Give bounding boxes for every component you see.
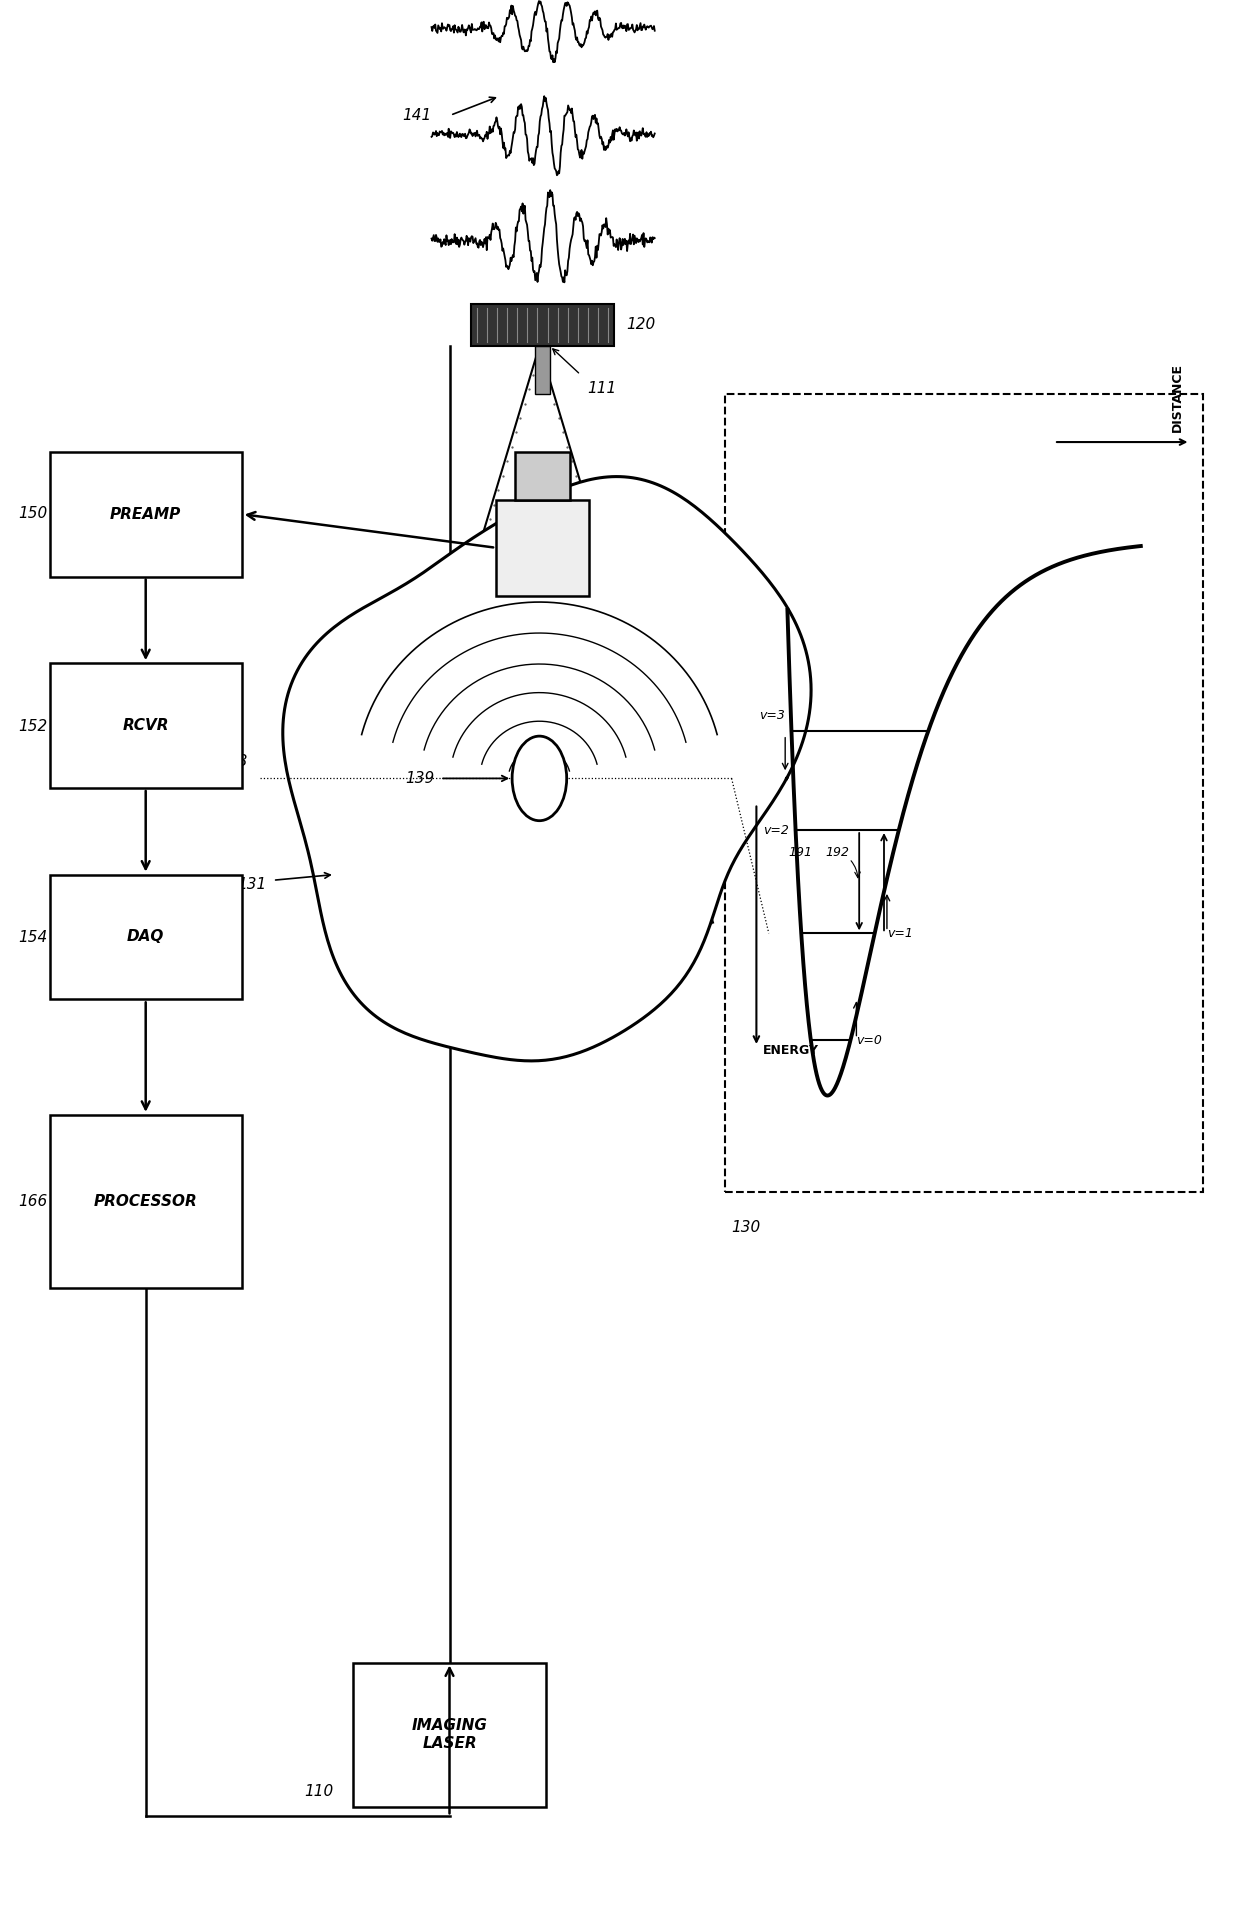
Text: ENERGY: ENERGY: [763, 1044, 818, 1057]
Text: 140: 140: [601, 559, 631, 575]
FancyBboxPatch shape: [50, 663, 242, 788]
Text: 154: 154: [19, 930, 48, 946]
Text: v=2: v=2: [764, 825, 789, 836]
Text: 166: 166: [19, 1194, 48, 1209]
Text: 191: 191: [789, 846, 812, 859]
Text: 131: 131: [237, 876, 267, 892]
Text: 141: 141: [402, 108, 432, 123]
FancyBboxPatch shape: [50, 452, 242, 577]
Text: 139: 139: [404, 771, 434, 786]
Text: 138: 138: [218, 753, 248, 769]
Text: v=3: v=3: [759, 709, 785, 723]
Text: IMAGING
LASER: IMAGING LASER: [412, 1718, 487, 1751]
Text: DAQ: DAQ: [126, 930, 165, 944]
Text: 150: 150: [19, 505, 48, 521]
Text: PREAMP: PREAMP: [110, 507, 181, 521]
Polygon shape: [283, 477, 811, 1061]
Text: 110: 110: [304, 1784, 334, 1799]
Text: 121: 121: [324, 713, 353, 728]
FancyBboxPatch shape: [50, 1115, 242, 1288]
Text: 130: 130: [732, 1220, 761, 1236]
FancyBboxPatch shape: [515, 452, 570, 500]
Text: 152: 152: [19, 719, 48, 734]
Text: 111: 111: [587, 381, 616, 396]
Text: 192: 192: [826, 846, 849, 859]
FancyBboxPatch shape: [353, 1663, 546, 1807]
FancyBboxPatch shape: [725, 394, 1203, 1192]
Text: v=0: v=0: [857, 1034, 883, 1047]
FancyBboxPatch shape: [50, 875, 242, 999]
Text: 120: 120: [626, 317, 656, 333]
Text: DISTANCE: DISTANCE: [1172, 363, 1184, 432]
Text: PROCESSOR: PROCESSOR: [94, 1194, 197, 1209]
FancyBboxPatch shape: [471, 304, 614, 346]
FancyBboxPatch shape: [534, 346, 551, 394]
Text: RCVR: RCVR: [123, 719, 169, 732]
Text: v=1: v=1: [887, 926, 913, 940]
Circle shape: [512, 736, 567, 821]
FancyBboxPatch shape: [496, 500, 589, 596]
